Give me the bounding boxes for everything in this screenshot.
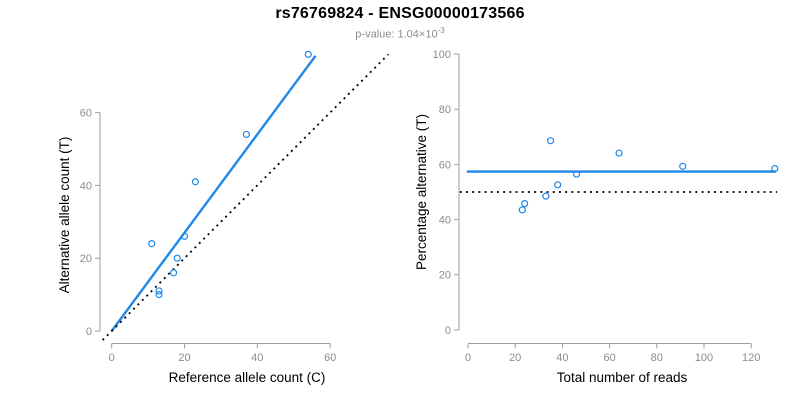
data-point (554, 181, 562, 189)
data-point (572, 170, 581, 178)
data-point (771, 164, 779, 173)
data-point (521, 199, 529, 208)
data-point (546, 137, 555, 145)
y-tick-label: 20 (439, 270, 451, 282)
y-tick-label: 40 (439, 214, 451, 226)
x-tick-label: 40 (556, 352, 568, 364)
x-tick-label: 0 (109, 352, 115, 364)
y-tick-label: 60 (80, 107, 92, 119)
x-tick-label: 40 (251, 352, 263, 364)
data-point (304, 50, 312, 58)
data-point (542, 192, 550, 200)
data-point (242, 130, 250, 139)
data-point (169, 269, 178, 277)
data-point (679, 162, 687, 170)
data-point (155, 291, 163, 299)
x-tick-label: 120 (742, 352, 760, 364)
data-point (173, 254, 181, 262)
fit-line (110, 55, 317, 332)
data-point (191, 178, 200, 186)
left-scatter-panel: 0 20 40 60 0 20 40 60 Reference allele count (C)… (57, 50, 389, 385)
y-axis-title: Alternative allele count (T) (57, 137, 72, 294)
y-tick-label: 20 (80, 253, 92, 265)
x-axis-title: Total number of reads (557, 370, 688, 385)
x-tick-label: 60 (324, 352, 336, 364)
data-point (518, 206, 526, 214)
data-point (180, 232, 189, 240)
y-tick-label: 80 (439, 104, 451, 116)
x-tick-label: 20 (509, 352, 521, 364)
x-tick-label: 60 (603, 352, 615, 364)
y-tick-label: 60 (439, 159, 451, 171)
p-value-text: p-value: 1.04×10 (355, 28, 438, 41)
data-point (148, 240, 156, 248)
data-point (615, 149, 623, 157)
data-point (155, 287, 163, 295)
y-tick-label: 0 (86, 326, 92, 338)
y-tick-label: 0 (445, 325, 451, 337)
x-tick-label: 80 (651, 352, 663, 364)
p-value-exponent: -3 (437, 26, 445, 35)
p-value-subtitle: p-value: 1.04×10-3 (0, 26, 800, 41)
y-tick-label: 100 (433, 49, 451, 61)
x-tick-label: 0 (465, 352, 471, 364)
y-axis-title: Percentage alternative (T) (414, 114, 429, 270)
page-title: rs76769824 - ENSG00000173566 (275, 5, 525, 22)
x-tick-label: 20 (178, 352, 190, 364)
x-tick-label: 100 (695, 352, 713, 364)
right-scatter-panel: 0 20 40 60 80 100 0 20 40 60 80 100 120 Total number … (414, 49, 779, 385)
y-tick-label: 40 (80, 180, 92, 192)
identity-line (101, 53, 389, 341)
x-axis-title: Reference allele count (C) (169, 370, 326, 385)
